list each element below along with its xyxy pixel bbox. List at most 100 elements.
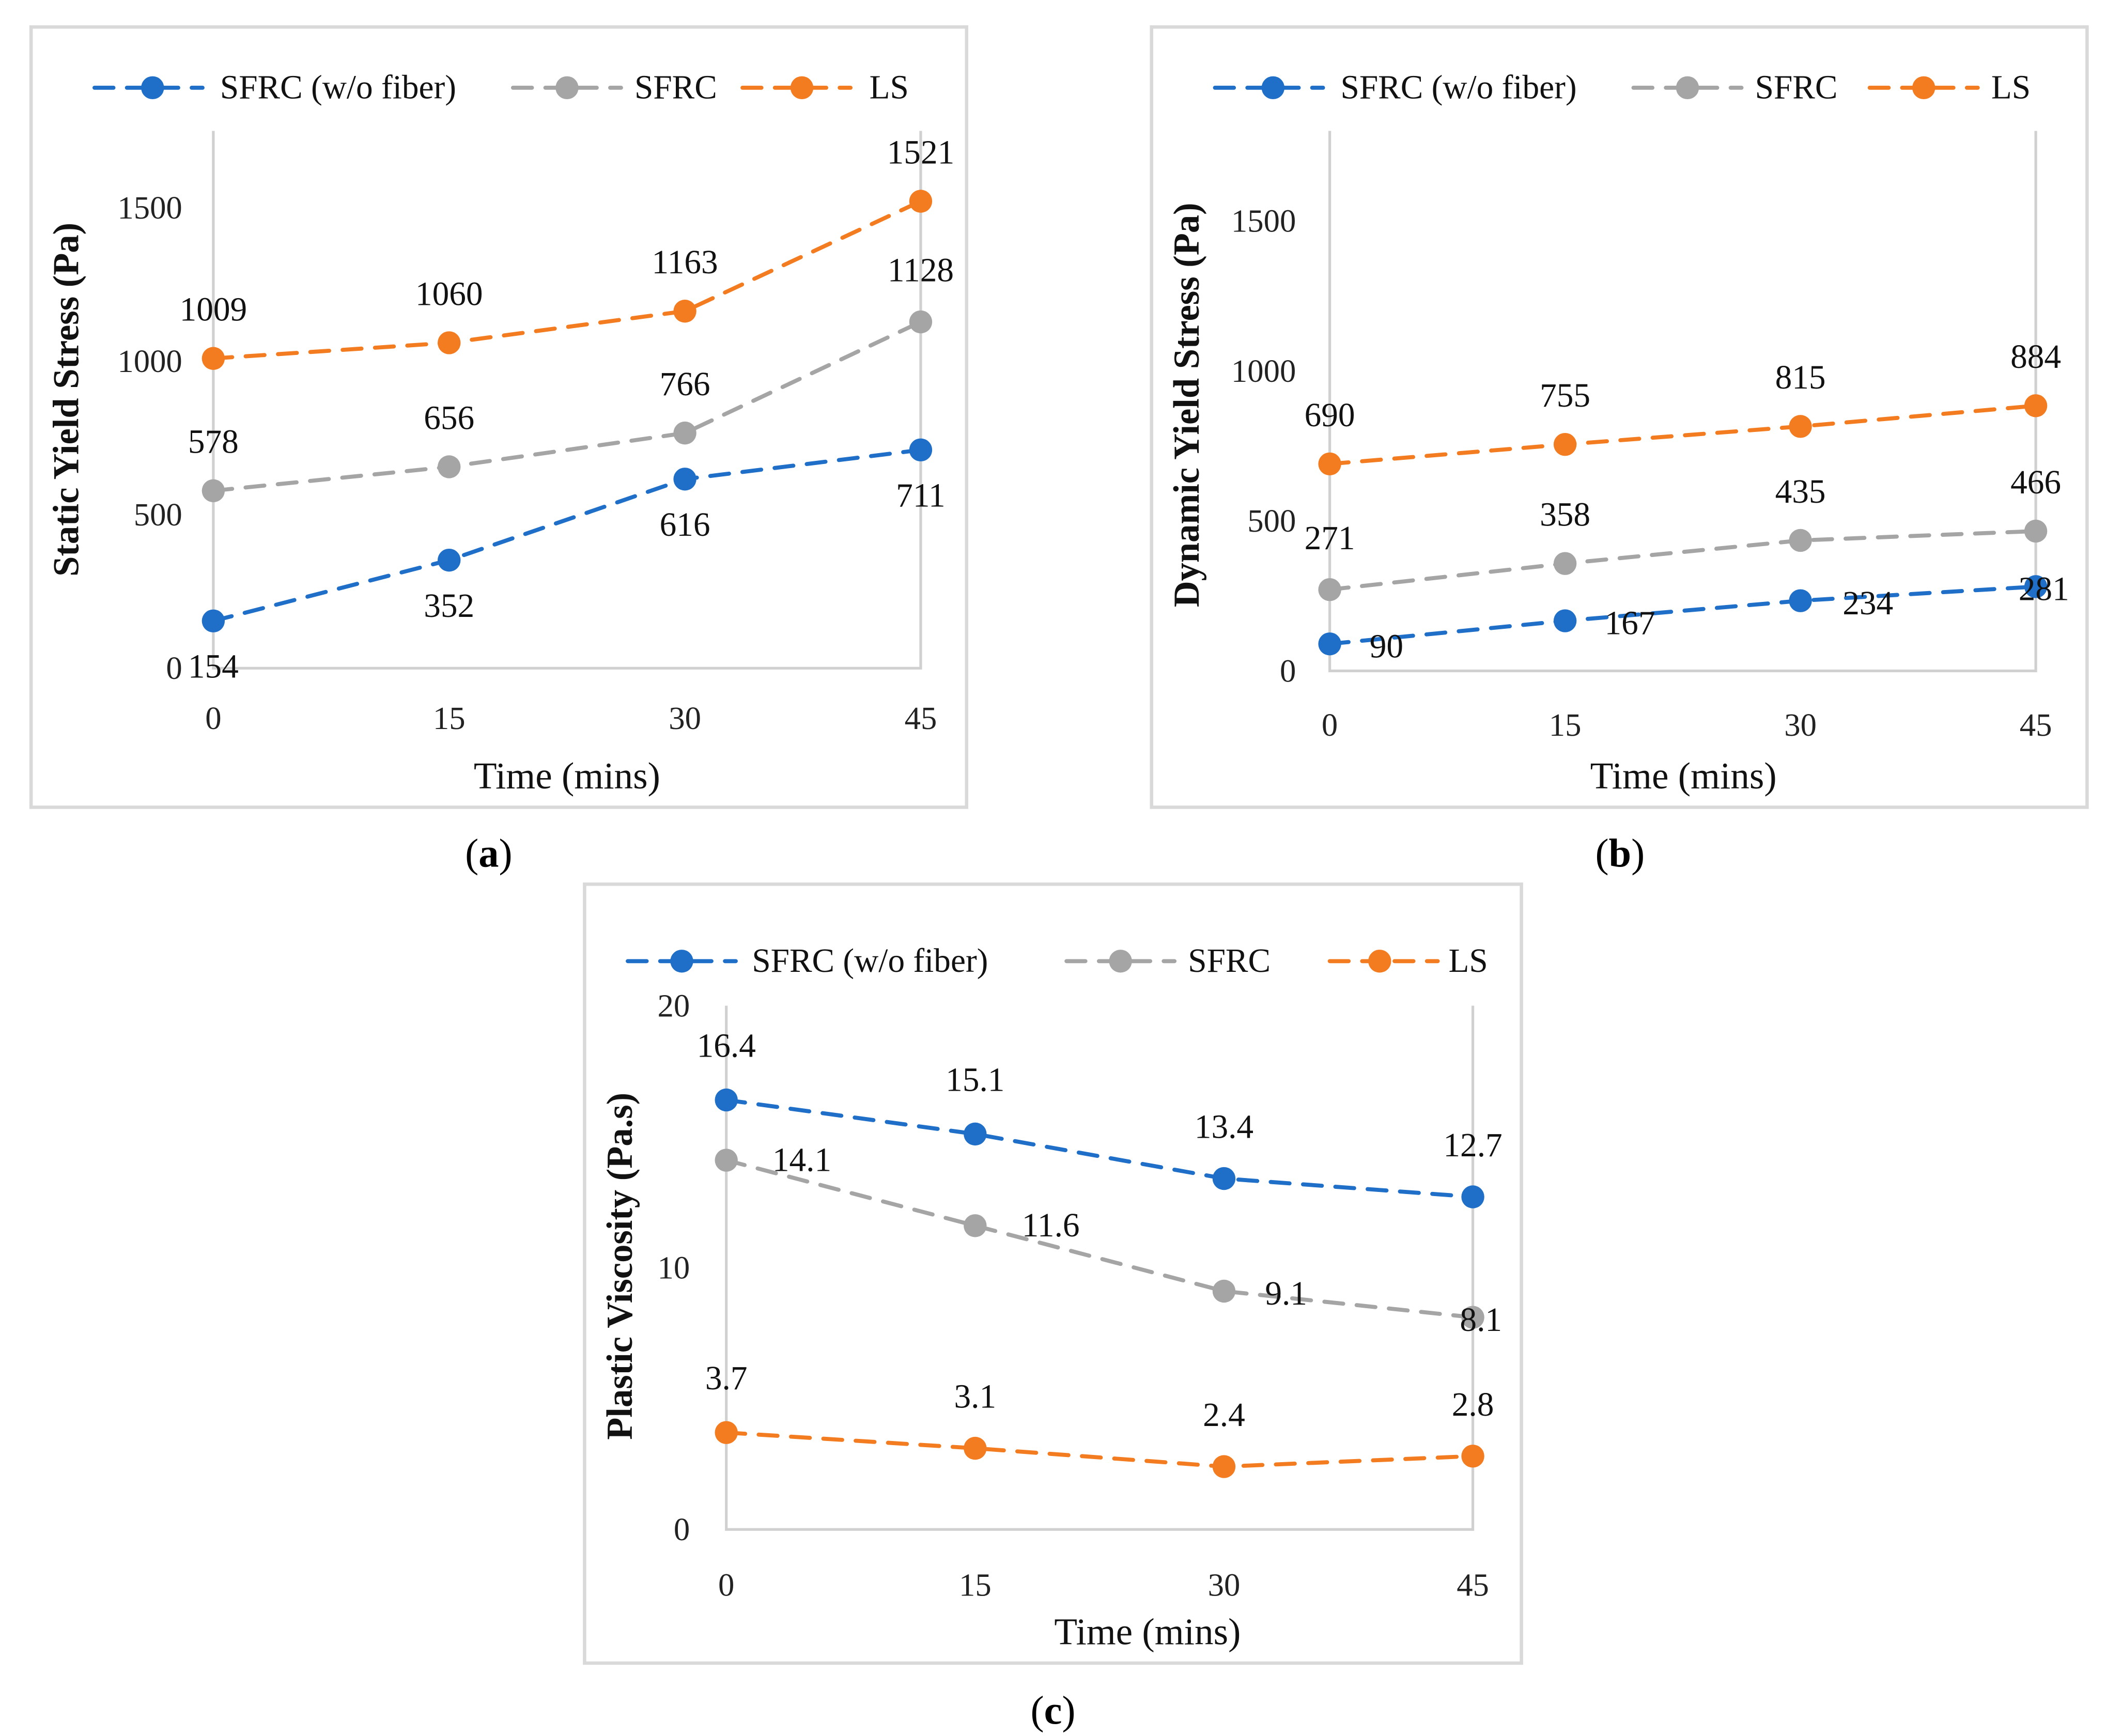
caption-paren: (	[465, 830, 478, 875]
x-tick-label: 45	[1457, 1567, 1489, 1603]
legend-marker	[141, 76, 164, 100]
y-tick-label: 1500	[117, 190, 182, 226]
x-tick-label: 0	[1322, 707, 1338, 743]
data-label: 1060	[415, 275, 483, 313]
data-label: 755	[1540, 377, 1590, 414]
legend-label: SFRC (w/o fiber)	[752, 942, 988, 980]
data-point	[715, 1421, 738, 1444]
legend-item: SFRC (w/o fiber)	[626, 942, 988, 980]
data-point	[1789, 529, 1812, 552]
series-2: 3.7 3.1 2.4 2.8	[705, 1360, 1494, 1478]
panel-caption: (a)	[465, 830, 512, 875]
data-point	[438, 331, 461, 354]
legend-marker	[1109, 950, 1132, 973]
data-label: 815	[1775, 359, 1826, 396]
data-point	[202, 609, 225, 633]
data-label: 90	[1370, 628, 1403, 665]
panel-caption: (c)	[1030, 1687, 1075, 1732]
y-tick-label: 10	[657, 1249, 690, 1285]
data-point	[438, 548, 461, 572]
legend-item: SFRC (w/o fiber)	[1213, 69, 1577, 106]
data-label: 167	[1605, 605, 1655, 642]
caption-paren: (	[1030, 1687, 1044, 1732]
legend-marker	[1261, 76, 1285, 100]
panel-frame	[29, 25, 969, 809]
panel-frame	[583, 882, 1523, 1665]
data-label: 12.7	[1443, 1127, 1502, 1164]
x-tick-label: 15	[959, 1567, 992, 1603]
data-point	[2024, 519, 2048, 543]
y-tick-label: 0	[166, 650, 182, 686]
legend-marker	[555, 76, 579, 100]
plot-area-border	[212, 131, 922, 670]
data-label: 1128	[888, 252, 954, 289]
data-point	[909, 190, 933, 213]
data-point	[1553, 432, 1577, 456]
caption-paren: )	[1631, 830, 1645, 875]
data-label: 3.1	[954, 1378, 997, 1416]
data-label: 1009	[180, 291, 247, 329]
data-point	[1553, 552, 1577, 575]
data-point	[909, 310, 933, 334]
data-label: 11.6	[1022, 1207, 1080, 1244]
y-tick-label: 0	[1280, 653, 1296, 689]
series-line	[1327, 584, 2038, 646]
data-label: 16.4	[697, 1027, 756, 1064]
y-tick-label: 500	[134, 497, 182, 533]
data-label: 2.4	[1203, 1397, 1245, 1434]
legend-marker	[790, 76, 814, 100]
y-axis-title: Dynamic Yield Stress (Pa)	[1167, 203, 1207, 607]
series-1: 271 358 435 466	[1305, 464, 2061, 601]
data-label: 578	[188, 424, 239, 461]
x-tick-label: 15	[433, 700, 466, 736]
x-tick-label: 30	[1784, 707, 1817, 743]
data-point	[202, 479, 225, 503]
legend-marker	[1368, 950, 1391, 973]
y-tick-label: 1000	[117, 343, 182, 379]
data-point	[2024, 575, 2048, 598]
data-point	[1789, 589, 1812, 612]
data-point	[964, 1436, 987, 1460]
data-label: 711	[896, 477, 946, 515]
caption-paren: )	[499, 830, 512, 875]
series-0: 90 167 234 281	[1318, 571, 2069, 665]
x-axis-title: Time (mins)	[1054, 1610, 1241, 1652]
chart-panel-c: 0 10 20 0 15 30 45 Time (mins) Plastic Viscosity…	[583, 882, 1523, 1732]
series-line	[211, 320, 923, 493]
data-point	[1318, 632, 1341, 656]
series-1: 578 656 766 1128	[188, 252, 954, 503]
data-label: 1163	[652, 244, 718, 281]
data-label: 435	[1775, 473, 1826, 510]
y-tick-label: 0	[674, 1511, 690, 1547]
data-point	[1553, 609, 1577, 632]
data-point	[1461, 1306, 1484, 1329]
legend-label: SFRC (w/o fiber)	[220, 69, 456, 106]
y-axis-title: Plastic Viscosity (Pa.s)	[600, 1093, 640, 1440]
x-tick-label: 45	[905, 700, 937, 736]
x-tick-label: 0	[205, 700, 221, 736]
legend-marker	[1912, 76, 1935, 100]
data-label: 281	[2019, 571, 2069, 608]
data-point	[964, 1214, 987, 1237]
data-label: 14.1	[772, 1141, 831, 1179]
series-2: 690 755 815 884	[1305, 338, 2061, 476]
series-0: 154 352 616 711	[188, 438, 946, 686]
data-label: 656	[424, 399, 474, 437]
x-tick-label: 15	[1549, 707, 1582, 743]
data-label: 352	[424, 587, 474, 625]
series-line	[724, 1430, 1475, 1469]
data-point	[1212, 1455, 1236, 1478]
data-label: 3.7	[705, 1360, 748, 1397]
legend-item: LS	[740, 69, 909, 106]
legend-marker	[670, 950, 693, 973]
data-point	[1212, 1279, 1236, 1303]
data-label: 884	[2010, 338, 2061, 376]
caption-paren: (	[1595, 830, 1608, 875]
data-label: 154	[188, 648, 239, 686]
data-label: 234	[1842, 585, 1893, 622]
series-0: 16.4 15.1 13.4 12.7	[697, 1027, 1503, 1208]
caption-letter: b	[1609, 830, 1632, 875]
data-label: 2.8	[1452, 1386, 1494, 1423]
data-label: 271	[1305, 520, 1355, 557]
